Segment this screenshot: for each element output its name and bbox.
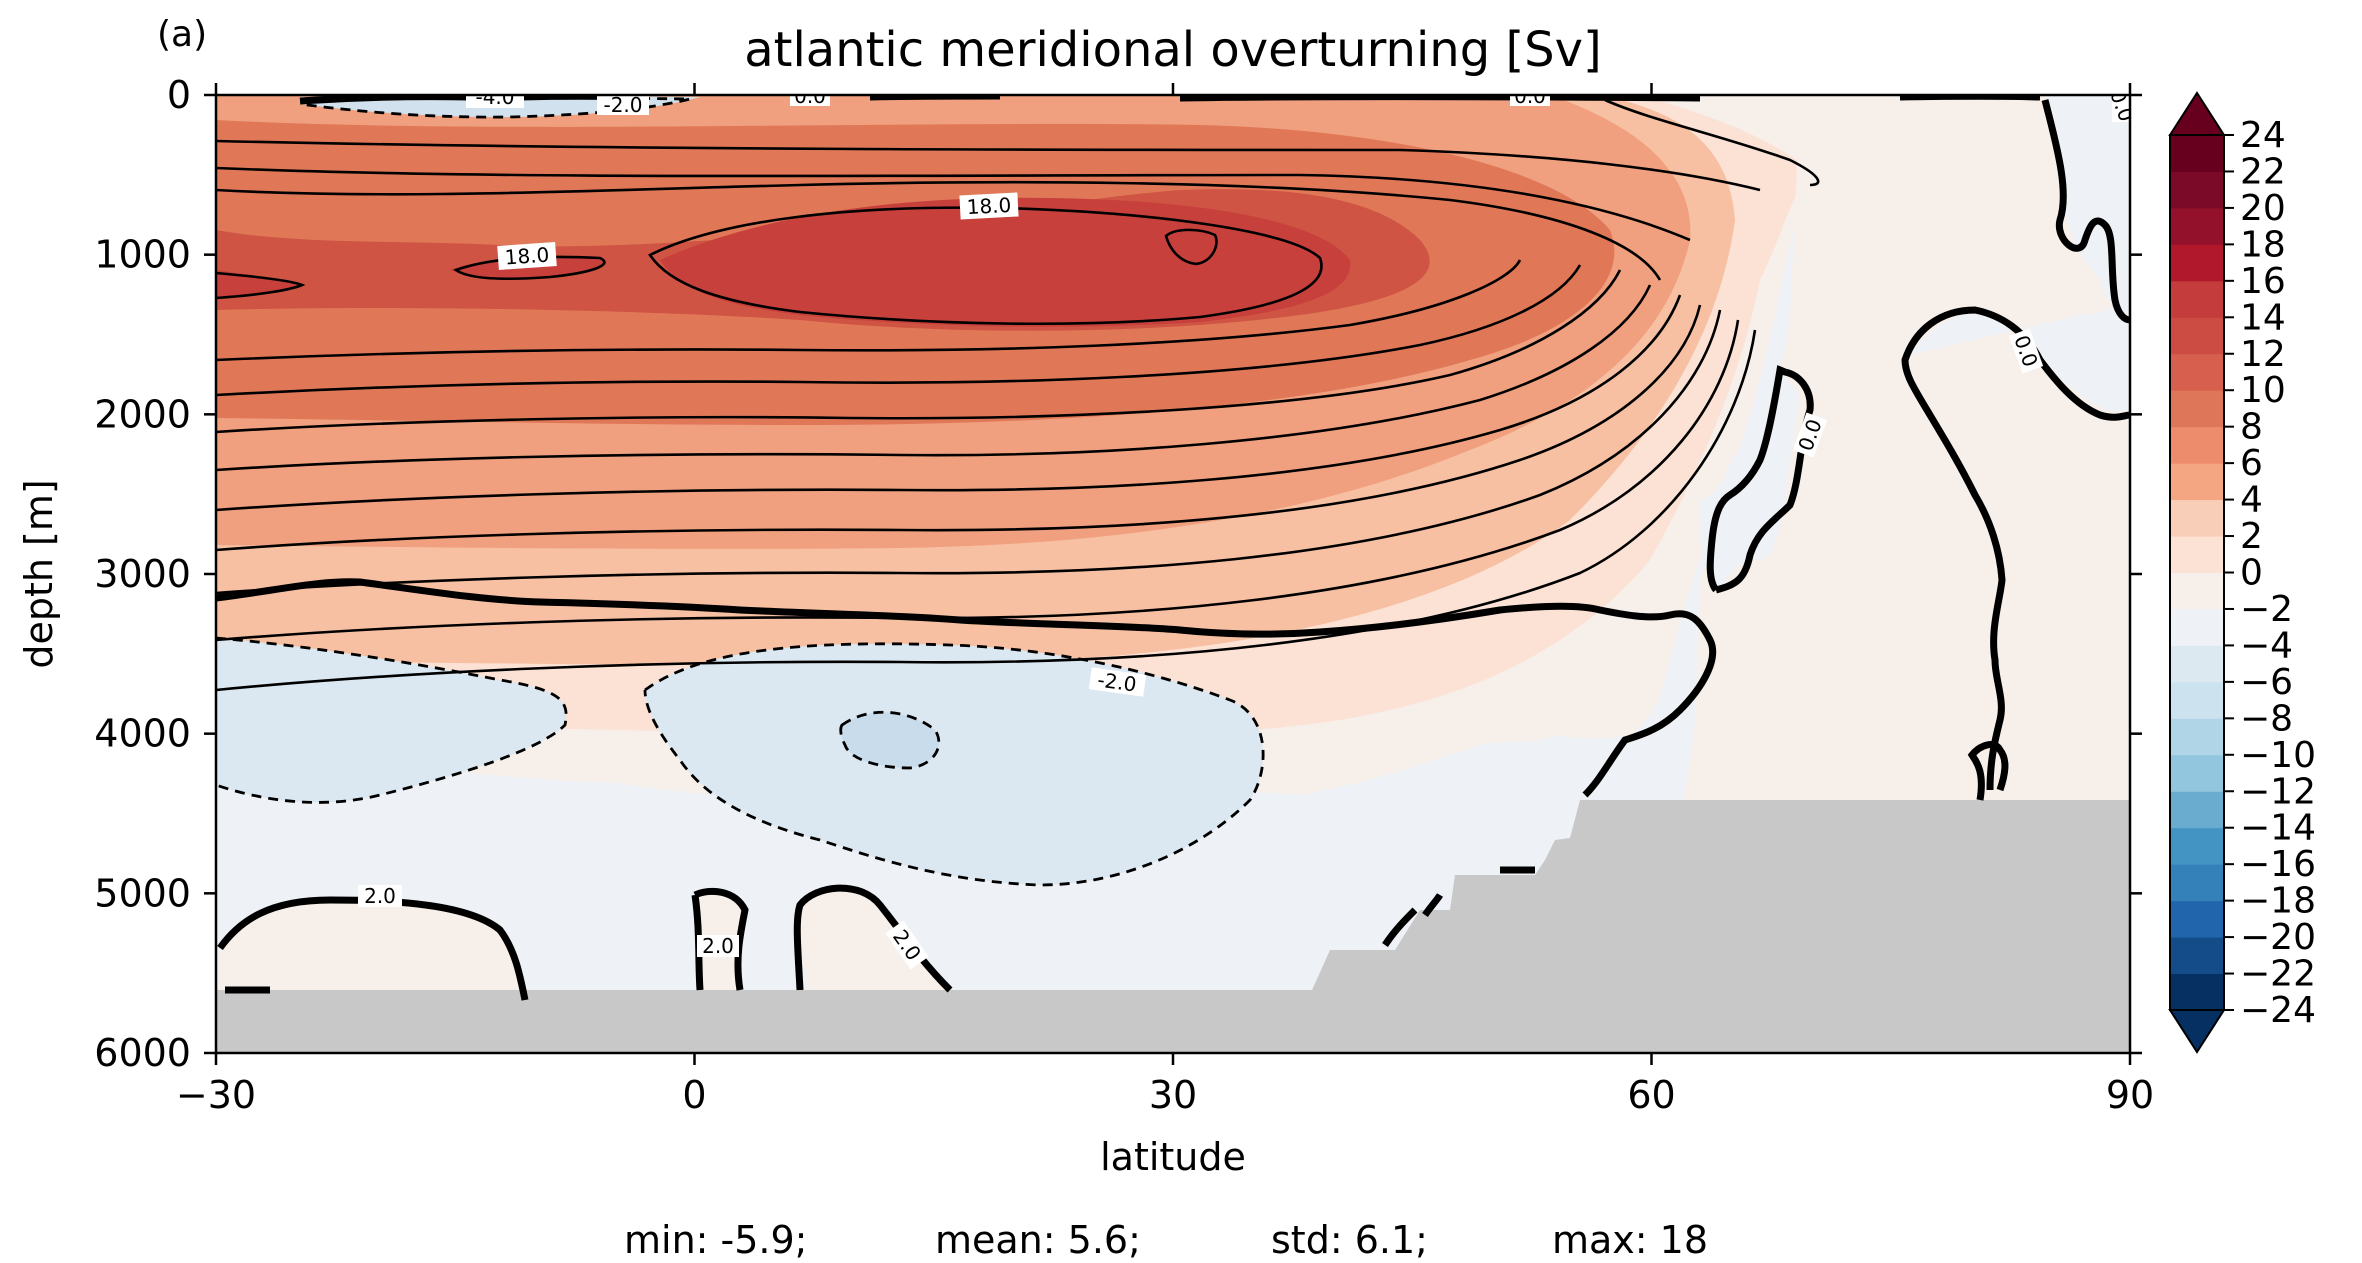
y-tick-label: 6000 [94,1031,191,1075]
positive-contour-lines [216,98,1820,692]
y-tick-label: 5000 [94,871,191,915]
y-tick-label: 0 [167,73,191,117]
y-tick-label: 4000 [94,712,191,756]
colorbar-segment [2170,572,2224,610]
colorbar-tick-label: 12 [2240,334,2286,375]
x-tick-label: −30 [176,1073,256,1117]
colorbar-tick-label: 20 [2240,188,2286,229]
colorbar-tick-label: 8 [2240,407,2263,448]
colorbar-tick-label: 0 [2240,553,2263,594]
stat-max: max: 18 [1552,1218,1709,1262]
colorbar-tick-label: 6 [2240,443,2263,484]
y-axis: 0 1000 2000 3000 4000 5000 6000 [94,73,2142,1075]
stat-std: std: 6.1; [1271,1218,1428,1262]
colorbar-segment [2170,171,2224,209]
colorbar-segment [2170,791,2224,829]
x-tick-label: 0 [682,1073,706,1117]
stat-min: min: -5.9; [624,1218,808,1262]
colorbar-segment [2170,973,2224,1011]
band-18-20-west [216,270,300,298]
bottom-topography [216,800,2130,1053]
colorbar-tick-label: −18 [2240,881,2316,922]
colorbar-segment [2170,353,2224,391]
colorbar-segment [2170,754,2224,792]
colorbar-tick-label: −2 [2240,589,2293,630]
colorbar-tick-label: −16 [2240,844,2316,885]
colorbar-tick-label: −14 [2240,808,2316,849]
colorbar-segment [2170,645,2224,683]
colorbar-segment [2170,900,2224,938]
y-tick-label: 2000 [94,392,191,436]
colorbar-segment [2170,608,2224,646]
stat-mean: mean: 5.6; [935,1218,1141,1262]
band-0-neg2-north-lobe-b [1910,95,2130,412]
x-tick-label: 60 [1627,1073,1675,1117]
colorbar-tick-label: −8 [2240,698,2293,739]
colorbar-tick-label: −12 [2240,771,2316,812]
colorbar-segment [2170,681,2224,719]
x-tick-label: 90 [2106,1073,2154,1117]
contour-label: 0.0 [1514,84,1546,108]
colorbar-segment [2170,499,2224,537]
band-neg2-neg4-central [645,643,1264,885]
colorbar-extend-min [2168,1009,2226,1054]
colorbar-tick-label: 22 [2240,151,2286,192]
x-axis: −30 0 30 60 90 [176,83,2154,1117]
colorbar-tick-label: 24 [2240,115,2286,156]
y-axis-label: depth [m] [17,479,61,668]
colorbar-tick-label: −6 [2240,662,2293,703]
colorbar-tick-label: 2 [2240,516,2263,557]
x-axis-label: latitude [1100,1135,1246,1179]
contour-label: 18.0 [504,242,550,269]
colorbar-segment [2170,135,2224,172]
contour-labels: -4.0 -2.0 0.0 0.0 18.0 18.0 0.0 0.0 -2.0… [358,84,2130,970]
contour-label: 18.0 [966,193,1012,219]
chart-title: atlantic meridional overturning [Sv] [744,22,1602,78]
colorbar-segment [2170,207,2224,245]
y-tick-label: 1000 [94,233,191,277]
contour-label: 2.0 [702,934,734,958]
colorbar-segment [2170,718,2224,756]
colorbar-tick-label: −22 [2240,954,2316,995]
colorbar-tick-label: −4 [2240,625,2293,666]
colorbar-tick-label: 16 [2240,261,2286,302]
colorbar-segment [2170,864,2224,902]
contour-label: -4.0 [475,85,514,109]
colorbar-segment [2170,280,2224,318]
contour-label: 2.0 [364,884,396,908]
x-tick-label: 30 [1149,1073,1197,1117]
colorbar-segment [2170,426,2224,464]
plot-area: -4.0 -2.0 0.0 0.0 18.0 18.0 0.0 0.0 -2.0… [216,84,2130,1053]
colorbar-segment [2170,536,2224,573]
colorbar-segment [2170,390,2224,428]
colorbar-tick-label: −10 [2240,735,2316,776]
colorbar-tick-label: −24 [2240,990,2316,1031]
contour-label: 0.0 [794,84,826,108]
colorbar-tick-label: 4 [2240,480,2263,521]
colorbar-segment [2170,937,2224,975]
contour-label: -2.0 [603,93,642,117]
colorbar-tick-label: 14 [2240,297,2286,338]
colorbar-segment [2170,463,2224,501]
y-tick-label: 3000 [94,552,191,596]
band-neg2-neg4-west [216,638,567,803]
contour-label: -2.0 [1096,667,1138,696]
colorbar-segment [2170,244,2224,282]
colorbar-segment [2170,827,2224,865]
colorbar-tick-label: −20 [2240,917,2316,958]
band-neg4-neg6-core [840,712,939,768]
colorbar-segment [2170,317,2224,355]
colorbar-tick-label: 18 [2240,224,2286,265]
colorbar: 242220181614121086420−2−4−6−8−10−12−14−1… [2168,91,2316,1054]
colorbar-extend-max [2168,91,2226,136]
panel-label: (a) [157,14,207,55]
colorbar-tick-label: 10 [2240,370,2286,411]
